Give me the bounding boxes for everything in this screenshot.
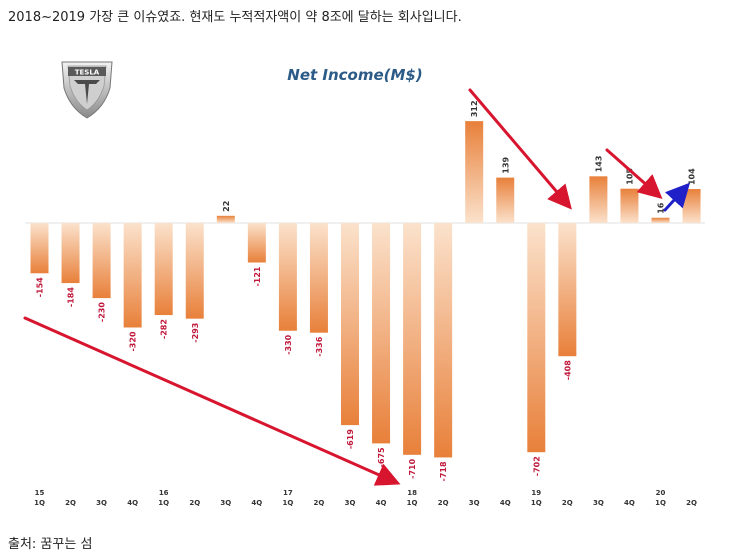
bar-11 xyxy=(372,223,391,444)
tick-quarter-17: 2Q xyxy=(562,499,573,507)
tick-year-16: 19 xyxy=(531,489,541,497)
value-label-14: 312 xyxy=(470,100,479,117)
bar-21 xyxy=(682,189,701,223)
tick-quarter-1: 2Q xyxy=(65,499,76,507)
tick-quarter-12: 1Q xyxy=(407,499,418,507)
tick-quarter-7: 4Q xyxy=(251,499,262,507)
bar-3 xyxy=(123,223,142,328)
tesla-logo: TESLA xyxy=(61,61,113,119)
value-label-13: -718 xyxy=(439,461,448,481)
tick-quarter-13: 2Q xyxy=(438,499,449,507)
tick-quarter-21: 2Q xyxy=(686,499,697,507)
net-income-chart: TESLA Net Income(M$) -154 -184 -230 -320 -28… xyxy=(23,61,705,507)
value-label-18: 143 xyxy=(594,156,603,173)
value-label-11: -675 xyxy=(377,447,386,467)
tick-quarter-15: 4Q xyxy=(500,499,511,507)
bars-group xyxy=(30,121,701,458)
tick-year-8: 17 xyxy=(283,489,293,497)
tick-quarter-6: 3Q xyxy=(220,499,231,507)
bar-7 xyxy=(247,223,266,263)
tick-quarter-0: 1Q xyxy=(34,499,45,507)
tick-quarter-2: 3Q xyxy=(96,499,107,507)
value-label-17: -408 xyxy=(563,360,572,380)
caption-top: 2018~2019 가장 큰 이슈였죠. 현재도 누적적자액이 약 8조에 달하… xyxy=(8,10,462,25)
value-label-10: -619 xyxy=(346,429,355,449)
chart-title: Net Income(M$) xyxy=(287,66,422,84)
value-label-9: -336 xyxy=(315,336,324,356)
arrows-group xyxy=(23,88,691,486)
value-label-20: 16 xyxy=(657,202,666,214)
tick-quarter-11: 4Q xyxy=(376,499,387,507)
value-label-21: 104 xyxy=(688,168,697,185)
tick-quarter-9: 2Q xyxy=(314,499,325,507)
tick-labels-group: 15 1Q 2Q 3Q 4Q 16 1Q 2Q 3Q 4Q 17 1Q 2Q 3Q 4Q 18 1Q 2Q 3Q 4Q… xyxy=(34,489,697,507)
tick-quarter-3: 4Q xyxy=(127,499,138,507)
value-label-6: 22 xyxy=(222,201,231,212)
tick-quarter-5: 2Q xyxy=(189,499,200,507)
value-label-12: -710 xyxy=(408,458,417,478)
value-label-7: -121 xyxy=(253,266,262,286)
bar-17 xyxy=(558,223,577,357)
trend-arrow-0 xyxy=(23,316,401,486)
tick-quarter-4: 1Q xyxy=(158,499,169,507)
bar-10 xyxy=(341,223,359,426)
value-label-8: -330 xyxy=(284,334,293,354)
tick-quarter-8: 1Q xyxy=(282,499,293,507)
tick-quarter-16: 1Q xyxy=(531,499,542,507)
value-label-15: 139 xyxy=(501,156,510,173)
bar-0 xyxy=(30,223,49,274)
tick-year-12: 18 xyxy=(407,489,417,497)
value-label-5: -293 xyxy=(191,323,200,343)
tick-quarter-14: 3Q xyxy=(469,499,480,507)
tick-quarter-20: 1Q xyxy=(655,499,666,507)
bar-12 xyxy=(403,223,422,455)
bar-8 xyxy=(278,223,297,331)
bar-6 xyxy=(216,215,235,223)
tick-year-20: 20 xyxy=(656,489,666,497)
trend-arrow-2 xyxy=(605,148,663,199)
bar-4 xyxy=(154,223,173,316)
value-label-0: -154 xyxy=(36,277,45,297)
caption-bottom: 출처: 꿈꾸는 섬 xyxy=(8,537,93,552)
bar-15 xyxy=(496,177,515,223)
bar-14 xyxy=(465,121,484,223)
bar-2 xyxy=(92,223,111,299)
trend-arrow-1 xyxy=(468,88,572,210)
value-label-2: -230 xyxy=(98,302,107,322)
value-label-16: -702 xyxy=(532,456,541,476)
bar-20 xyxy=(651,217,670,223)
tick-year-4: 16 xyxy=(159,489,169,497)
tick-quarter-18: 3Q xyxy=(593,499,604,507)
bar-13 xyxy=(434,223,453,458)
bar-5 xyxy=(185,223,204,319)
logo-text: TESLA xyxy=(75,69,100,77)
value-label-3: -320 xyxy=(129,331,138,351)
bar-1 xyxy=(61,223,80,284)
value-label-1: -184 xyxy=(67,287,76,307)
bar-19 xyxy=(620,188,639,223)
tick-quarter-19: 4Q xyxy=(624,499,635,507)
trend-arrow-3 xyxy=(663,182,691,212)
tick-quarter-10: 3Q xyxy=(345,499,356,507)
value-label-19: 105 xyxy=(625,168,634,185)
bar-16 xyxy=(527,223,546,453)
tick-year-0: 15 xyxy=(35,489,45,497)
bar-18 xyxy=(589,176,608,223)
bar-9 xyxy=(309,223,328,333)
value-labels-group: -154 -184 -230 -320 -282 -293 22 -121 -330 -336 -6… xyxy=(36,100,697,481)
value-label-4: -282 xyxy=(160,319,169,339)
